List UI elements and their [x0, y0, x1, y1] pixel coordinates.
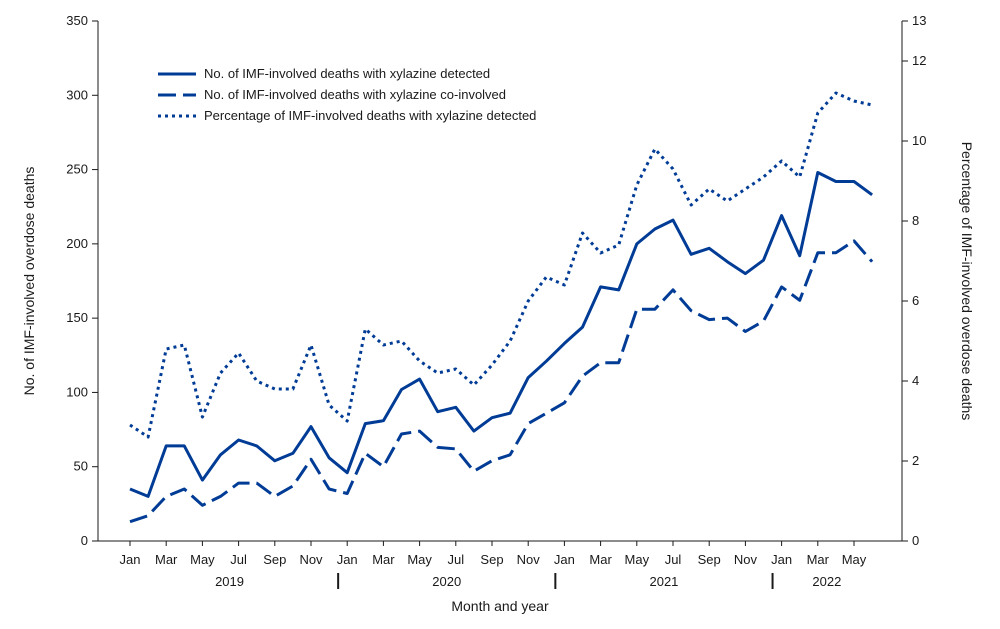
x-tick-label: Nov [734, 552, 758, 567]
year-label: 2022 [812, 574, 841, 589]
axes [97, 21, 903, 542]
x-tick-label: Mar [155, 552, 178, 567]
right-y-tick-label: 8 [912, 213, 919, 228]
x-tick-label: Sep [480, 552, 503, 567]
year-labels: 2019 2020 2021 2022 [215, 573, 841, 589]
x-tick-label: May [407, 552, 432, 567]
x-axis-ticks: Jan Mar May Jul Sep Nov Jan Mar May Jul Sep Nov Jan M… [120, 541, 867, 567]
right-y-tick-label: 12 [912, 53, 926, 68]
right-y-tick-label: 0 [912, 533, 919, 548]
x-tick-label: Nov [517, 552, 541, 567]
x-tick-label: Jan [554, 552, 575, 567]
x-tick-label: Mar [807, 552, 830, 567]
series-line-dotted [129, 91, 873, 439]
x-tick-label: May [625, 552, 650, 567]
x-tick-label: Jul [447, 552, 464, 567]
right-y-axis-title: Percentage of IMF-involved overdose deat… [959, 142, 975, 421]
left-y-tick-label: 200 [66, 236, 88, 251]
legend-label: No. of IMF-involved deaths with xylazine… [204, 87, 506, 102]
legend-label: No. of IMF-involved deaths with xylazine… [204, 66, 490, 81]
x-tick-label: Jan [120, 552, 141, 567]
legend-label: Percentage of IMF-involved deaths with x… [204, 108, 536, 123]
year-label: 2019 [215, 574, 244, 589]
left-y-axis-title: No. of IMF-involved overdose deaths [21, 167, 37, 396]
right-y-tick-label: 2 [912, 453, 919, 468]
x-tick-label: Jan [771, 552, 792, 567]
x-tick-label: Mar [372, 552, 395, 567]
series-line-solid [129, 171, 873, 498]
x-tick-label: May [190, 552, 215, 567]
x-tick-label: Sep [263, 552, 286, 567]
left-y-tick-label: 250 [66, 162, 88, 177]
x-axis-title: Month and year [451, 598, 549, 614]
left-y-tick-label: 50 [74, 459, 88, 474]
right-y-ticks: 0 2 4 6 8 10 12 13 [902, 13, 926, 548]
x-tick-label: Mar [589, 552, 612, 567]
x-tick-label: Jan [337, 552, 358, 567]
year-label: 2021 [649, 574, 678, 589]
left-y-tick-label: 100 [66, 384, 88, 399]
series-lines [129, 91, 874, 524]
left-y-tick-label: 300 [66, 87, 88, 102]
x-tick-label: Jul [230, 552, 247, 567]
x-tick-label: Jul [665, 552, 682, 567]
year-label: 2020 [432, 574, 461, 589]
x-tick-label: Nov [299, 552, 323, 567]
right-y-tick-label: 6 [912, 293, 919, 308]
left-y-tick-label: 350 [66, 13, 88, 28]
left-y-tick-label: 0 [81, 533, 88, 548]
left-y-ticks: 0 50 100 150 200 250 300 350 [66, 13, 98, 548]
legend: No. of IMF-involved deaths with xylazine… [158, 66, 536, 123]
right-y-tick-label: 10 [912, 133, 926, 148]
series-line-dashed [129, 239, 874, 524]
right-y-tick-label: 4 [912, 373, 919, 388]
left-y-tick-label: 150 [66, 310, 88, 325]
right-y-tick-label: 13 [912, 13, 926, 28]
x-tick-label: Sep [698, 552, 721, 567]
x-tick-label: May [842, 552, 867, 567]
